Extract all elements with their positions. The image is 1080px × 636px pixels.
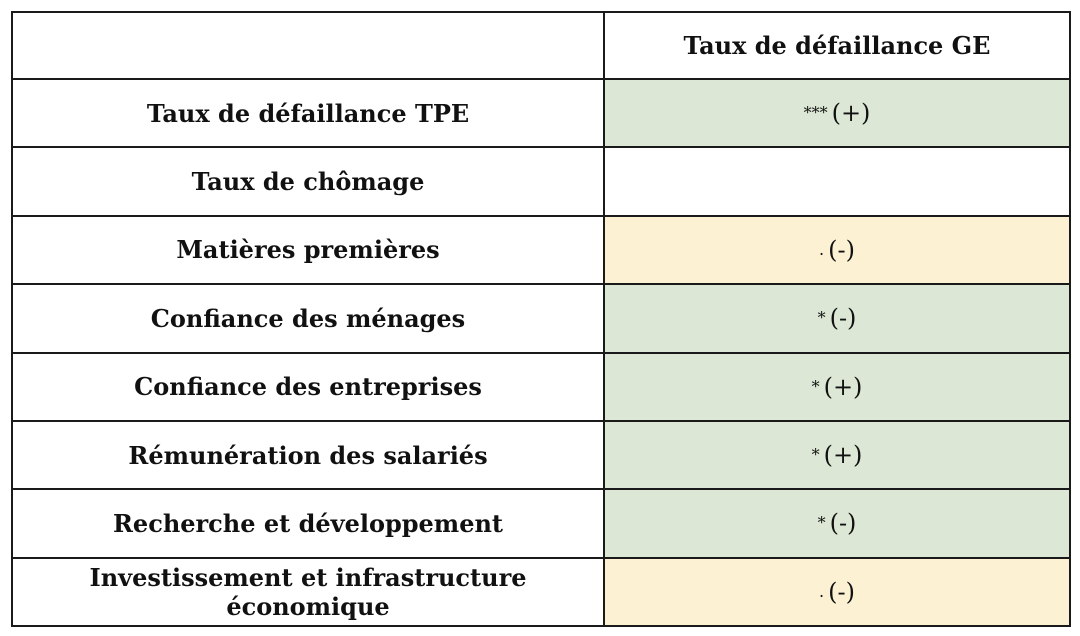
table-row: Rémunération des salariés * (+) bbox=[11, 419, 1071, 491]
value-cell: *** (+) bbox=[603, 77, 1071, 149]
value-cell: * (-) bbox=[603, 283, 1071, 354]
table-row: Confiance des entreprises * (+) bbox=[11, 351, 1071, 422]
effect-sign: (-) bbox=[829, 509, 857, 538]
value-cell: * (+) bbox=[603, 419, 1071, 491]
value-cell: . (-) bbox=[603, 214, 1071, 286]
header-row: Taux de défaillance GE bbox=[11, 11, 1071, 80]
row-label: Taux de chômage bbox=[11, 146, 605, 217]
corner-cell bbox=[11, 11, 605, 80]
table-row: Investissement et infrastructure économi… bbox=[11, 556, 1071, 628]
row-label: Rémunération des salariés bbox=[11, 419, 605, 491]
effect-sign: (-) bbox=[828, 577, 855, 606]
significance-stars: . bbox=[819, 239, 825, 259]
significance-stars: * bbox=[811, 445, 820, 465]
value-cell: . (-) bbox=[603, 556, 1071, 628]
significance-stars: * bbox=[811, 376, 820, 396]
significance-stars: * bbox=[817, 308, 826, 328]
row-label: Investissement et infrastructure économi… bbox=[11, 556, 605, 628]
table-row: Confiance des ménages * (-) bbox=[11, 283, 1071, 354]
effect-sign: (+) bbox=[823, 372, 863, 401]
value-cell bbox=[603, 146, 1071, 217]
row-label: Taux de défaillance TPE bbox=[11, 77, 605, 149]
effect-sign: (+) bbox=[823, 441, 863, 470]
significance-stars: *** bbox=[803, 103, 828, 123]
significance-stars: * bbox=[817, 513, 826, 533]
effect-sign: (-) bbox=[828, 235, 855, 264]
value-cell: * (+) bbox=[603, 351, 1071, 422]
effect-sign: (-) bbox=[829, 304, 857, 333]
significance-stars: . bbox=[819, 581, 825, 601]
row-label: Confiance des entreprises bbox=[11, 351, 605, 422]
table-row: Taux de défaillance TPE *** (+) bbox=[11, 77, 1071, 149]
table-row: Recherche et développement * (-) bbox=[11, 488, 1071, 559]
value-cell: * (-) bbox=[603, 488, 1071, 559]
row-label: Recherche et développement bbox=[11, 488, 605, 559]
row-label: Confiance des ménages bbox=[11, 283, 605, 354]
table-row: Taux de chômage bbox=[11, 146, 1071, 217]
row-label: Matières premières bbox=[11, 214, 605, 286]
column-header: Taux de défaillance GE bbox=[603, 11, 1071, 80]
table-row: Matières premières . (-) bbox=[11, 214, 1071, 286]
effect-sign: (+) bbox=[831, 99, 871, 128]
results-table: Taux de défaillance GE Taux de défaillan… bbox=[11, 11, 1071, 628]
